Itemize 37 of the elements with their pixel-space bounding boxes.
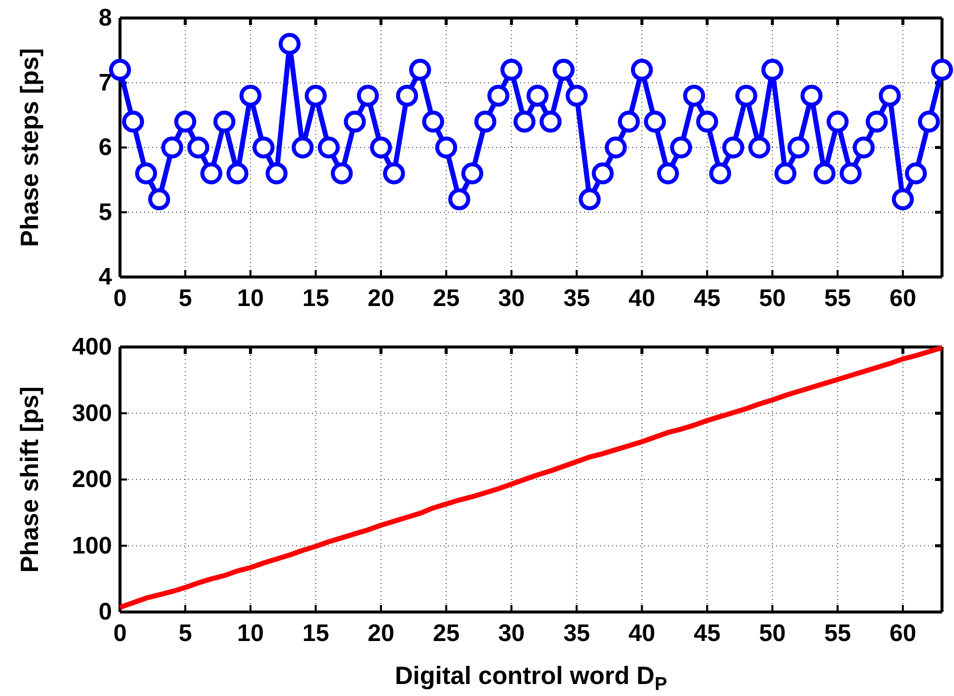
x-tick-label: 40 (628, 620, 656, 648)
y-tick-label: 0 (98, 598, 112, 626)
x-tick-label: 10 (237, 285, 264, 312)
y-axis-title: Phase steps [ps] (16, 48, 44, 247)
x-tick-label: 15 (302, 620, 330, 648)
x-tick-label: 45 (694, 285, 720, 312)
x-tick-label: 55 (824, 285, 851, 312)
y-tick-label: 300 (72, 400, 112, 427)
y-tick-label: 200 (72, 466, 112, 494)
x-tick-label: 35 (563, 285, 590, 312)
y-axis-title: Phase shift [ps] (16, 386, 44, 573)
y-tick-label: 7 (98, 69, 112, 96)
x-tick-label: 30 (498, 285, 525, 312)
y-tick-label: 4 (98, 264, 113, 291)
x-tick-label: 15 (302, 285, 330, 312)
y-tick-label: 6 (98, 134, 112, 162)
x-tick-label: 5 (178, 620, 192, 648)
x-tick-label: 45 (694, 620, 720, 648)
y-tick-label: 100 (72, 532, 112, 560)
x-tick-label: 35 (563, 620, 590, 648)
x-tick-label: 25 (432, 620, 460, 648)
y-tick-label: 8 (98, 4, 112, 32)
y-tick-label: 400 (72, 334, 112, 361)
x-tick-label: 55 (824, 620, 851, 648)
x-axis-title: Digital control word D$_{P}$ (394, 662, 668, 694)
x-tick-label: 5 (178, 285, 192, 312)
x-tick-label: 60 (890, 285, 916, 312)
y-tick-label: 5 (98, 198, 112, 226)
x-tick-label: 20 (368, 285, 394, 312)
x-tick-label: 50 (759, 620, 786, 648)
x-tick-label: 60 (890, 620, 916, 648)
x-tick-label: 20 (368, 620, 394, 648)
x-tick-label: 30 (498, 620, 525, 648)
x-tick-label: 50 (759, 285, 786, 312)
x-tick-label: 10 (237, 620, 264, 648)
x-tick-label: 40 (628, 285, 656, 312)
x-tick-label: 25 (432, 285, 460, 312)
